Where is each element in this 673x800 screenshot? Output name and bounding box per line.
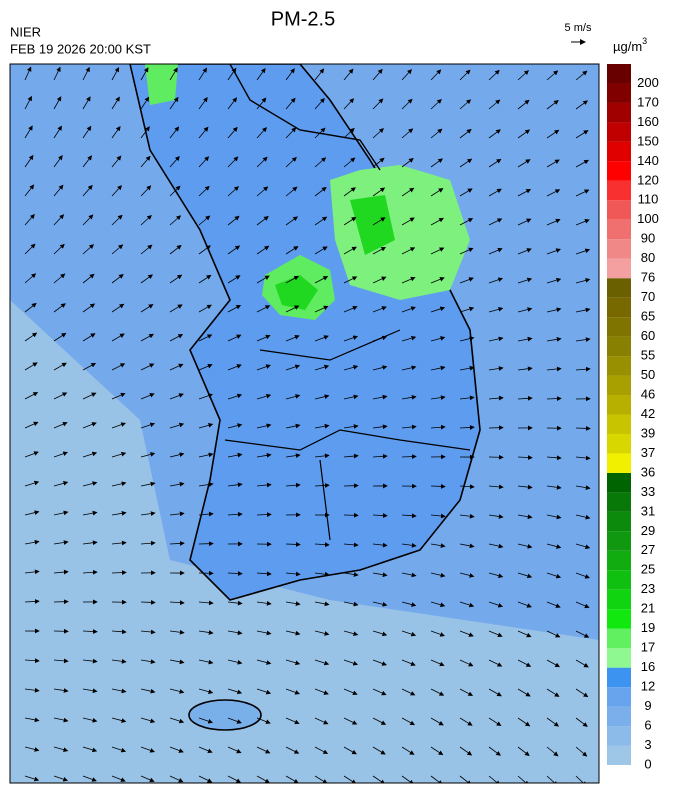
colorbar-segment	[607, 161, 631, 180]
colorbar-segment	[607, 337, 631, 356]
wind-arrow	[141, 602, 155, 603]
colorbar-segment	[607, 609, 631, 628]
colorbar-label: 0	[644, 756, 651, 771]
colorbar-segment	[607, 181, 631, 200]
colorbar-segment	[607, 122, 631, 141]
colorbar-label: 17	[641, 640, 655, 655]
colorbar-segment	[607, 570, 631, 589]
colorbar-segment	[607, 492, 631, 511]
colorbar-label: 6	[644, 717, 651, 732]
colorbar-label: 9	[644, 698, 651, 713]
colorbar-segment	[607, 531, 631, 550]
colorbar-segment	[607, 512, 631, 531]
wind-arrow	[286, 544, 300, 545]
title: PM-2.5	[271, 8, 335, 30]
colorbar-label: 50	[641, 367, 655, 382]
colorbar-label: 65	[641, 309, 655, 324]
colorbar-label: 90	[641, 231, 655, 246]
colorbar-segment	[607, 726, 631, 745]
colorbar-label: 70	[641, 289, 655, 304]
agency: NIER	[10, 24, 41, 39]
colorbar-segment	[607, 259, 631, 278]
colorbar-label: 37	[641, 445, 655, 460]
colorbar-segment	[607, 590, 631, 609]
unit: µg/m3	[613, 36, 647, 54]
colorbar-segment	[607, 551, 631, 570]
colorbar-segment	[607, 298, 631, 317]
colorbar-label: 23	[641, 581, 655, 596]
map	[10, 64, 599, 786]
colorbar-segment	[607, 746, 631, 765]
colorbar-label: 29	[641, 523, 655, 538]
colorbar-segment	[607, 239, 631, 258]
colorbar-segment	[607, 668, 631, 687]
colorbar-label: 31	[641, 503, 655, 518]
colorbar-label: 16	[641, 659, 655, 674]
colorbar-segment	[607, 434, 631, 453]
colorbar-segment	[607, 648, 631, 667]
colorbar-segment	[607, 356, 631, 375]
colorbar-label: 110	[638, 192, 659, 207]
colorbar-label: 25	[641, 562, 655, 577]
colorbar-segment	[607, 687, 631, 706]
colorbar-segment	[607, 453, 631, 472]
colorbar-segment	[607, 473, 631, 492]
colorbar-label: 46	[641, 386, 655, 401]
colorbar-label: 21	[641, 601, 655, 616]
colorbar-label: 170	[637, 94, 659, 109]
colorbar-label: 60	[641, 328, 655, 343]
colorbar-label: 39	[641, 425, 655, 440]
colorbar-segment	[607, 415, 631, 434]
wind-arrow	[576, 428, 590, 429]
colorbar-label: 76	[641, 270, 655, 285]
colorbar-label: 100	[637, 211, 659, 226]
colorbar-segment	[607, 83, 631, 102]
colorbar-label: 19	[641, 620, 655, 635]
colorbar-segment	[607, 103, 631, 122]
colorbar-segment	[607, 317, 631, 336]
colorbar-label: 3	[644, 737, 651, 752]
colorbar-label: 160	[637, 114, 659, 129]
colorbar-label: 33	[641, 484, 655, 499]
colorbar-label: 120	[637, 172, 659, 187]
unit-base: µg/m	[613, 39, 642, 54]
colorbar: 0369121617192123252729313336373942465055…	[607, 64, 659, 771]
colorbar-label: 80	[641, 250, 655, 265]
unit-exponent: 3	[642, 36, 647, 46]
colorbar-label: 150	[637, 133, 659, 148]
colorbar-segment	[607, 278, 631, 297]
pollution-north	[145, 64, 178, 105]
timestamp: FEB 19 2026 20:00 KST	[10, 41, 151, 56]
wind-scale-label: 5 m/s	[565, 22, 592, 34]
colorbar-segment	[607, 220, 631, 239]
jeju	[189, 700, 261, 730]
colorbar-segment	[607, 64, 631, 83]
colorbar-segment	[607, 395, 631, 414]
colorbar-segment	[607, 376, 631, 395]
colorbar-segment	[607, 707, 631, 726]
colorbar-label: 42	[641, 406, 655, 421]
colorbar-label: 140	[637, 153, 659, 168]
colorbar-label: 27	[641, 542, 655, 557]
wind-arrow	[431, 486, 445, 487]
colorbar-label: 55	[641, 348, 655, 363]
colorbar-segment	[607, 629, 631, 648]
colorbar-segment	[607, 200, 631, 219]
colorbar-segment	[607, 142, 631, 161]
colorbar-label: 12	[641, 679, 655, 694]
colorbar-label: 36	[641, 464, 655, 479]
colorbar-label: 200	[637, 75, 659, 90]
